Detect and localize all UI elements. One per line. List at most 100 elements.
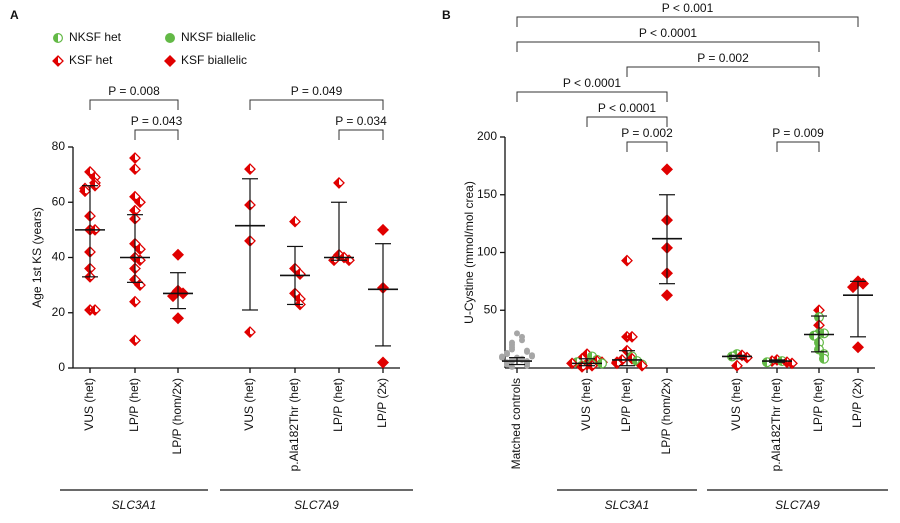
point-half — [732, 360, 737, 371]
point-half — [632, 356, 637, 366]
point-half — [53, 33, 58, 43]
data-point — [852, 341, 864, 354]
point-half — [130, 263, 135, 274]
data-point — [244, 326, 256, 339]
x-tick-label: LP/P (hom/2x) — [170, 378, 184, 454]
y-tick-label: 50 — [484, 302, 498, 316]
point-half — [819, 328, 824, 338]
data-point — [661, 163, 673, 176]
data-point — [129, 163, 141, 176]
point-half — [627, 331, 632, 342]
point-shape — [661, 163, 673, 176]
data-point — [636, 359, 648, 372]
significance-bracket — [776, 141, 820, 152]
point-half — [130, 205, 135, 216]
data-point — [377, 356, 389, 369]
point-shape — [504, 351, 510, 358]
point-half — [814, 320, 819, 331]
point-half — [130, 213, 135, 224]
point-half — [130, 296, 135, 307]
data-point — [134, 196, 146, 209]
data-point — [847, 281, 859, 294]
p-value-label: P = 0.034 — [335, 114, 387, 128]
point-shape — [524, 348, 530, 355]
point-half — [53, 56, 58, 66]
data-point — [808, 330, 819, 341]
p-value-label: P = 0.002 — [621, 126, 673, 140]
x-tick-label: LP/P (het) — [331, 378, 345, 432]
point-half — [622, 331, 627, 342]
p-value-label: P = 0.002 — [697, 51, 749, 65]
point-half — [85, 304, 90, 315]
data-point — [818, 353, 829, 364]
x-tick-label: LP/P (2x) — [850, 378, 864, 428]
significance-bracket — [626, 141, 668, 152]
point-shape — [377, 356, 389, 369]
significance-bracket — [626, 66, 820, 77]
x-tick-label: LP/P (2x) — [375, 378, 389, 428]
y-tick-label: 100 — [477, 245, 497, 259]
point-shape — [509, 346, 515, 353]
point-half — [245, 235, 250, 246]
point-half — [295, 269, 300, 280]
data-point — [818, 328, 829, 339]
gene-label: SLC3A1 — [605, 498, 650, 512]
x-tick-label: Matched controls — [509, 378, 523, 469]
data-point — [172, 248, 184, 261]
point-half — [130, 191, 135, 202]
x-tick-label: p.Ala182Thr (het) — [769, 378, 783, 471]
data-point — [134, 243, 146, 256]
point-half — [334, 177, 339, 188]
p-value-label: P = 0.008 — [108, 84, 160, 98]
x-tick-label: VUS (het) — [82, 378, 96, 431]
data-point — [333, 176, 345, 189]
p-value-label: P < 0.0001 — [639, 26, 697, 40]
significance-bracket — [586, 116, 668, 127]
panel-letter: B — [442, 8, 451, 22]
point-shape — [499, 354, 505, 361]
data-point — [621, 254, 633, 267]
p-value-label: P < 0.001 — [662, 1, 714, 15]
point-half — [130, 238, 135, 249]
data-point — [129, 334, 141, 347]
data-point — [129, 204, 141, 217]
y-tick-label: 40 — [52, 250, 66, 264]
data-point — [89, 304, 101, 316]
gene-label: SLC7A9 — [294, 498, 339, 512]
point-shape — [847, 281, 859, 294]
y-tick-label: 80 — [52, 139, 66, 153]
x-tick-label: LP/P (het) — [619, 378, 633, 432]
legend-label: NKSF biallelic — [181, 30, 256, 44]
y-axis-title: U-Cystine (mmol/mol crea) — [462, 181, 476, 324]
point-half — [85, 246, 90, 257]
point-shape — [524, 362, 530, 369]
point-half — [245, 164, 250, 175]
point-shape — [661, 289, 673, 302]
data-point — [731, 359, 743, 372]
x-tick-label: LP/P (hom/2x) — [659, 378, 673, 454]
point-shape — [504, 361, 510, 368]
data-point — [294, 268, 306, 280]
point-half — [130, 164, 135, 175]
point-shape — [165, 33, 175, 43]
legend-label: NKSF het — [69, 30, 122, 44]
data-point — [519, 337, 525, 344]
data-point — [129, 295, 141, 308]
point-half — [622, 255, 627, 266]
point-half — [612, 358, 617, 369]
legend-label: KSF biallelic — [181, 53, 247, 67]
x-tick-label: VUS (het) — [729, 378, 743, 431]
data-point — [509, 363, 515, 370]
data-point — [611, 357, 623, 370]
x-tick-label: LP/P (het) — [127, 378, 141, 432]
x-tick-label: VUS (het) — [579, 378, 593, 431]
y-tick-label: 150 — [477, 187, 497, 201]
point-shape — [852, 341, 864, 354]
legend-marker — [52, 55, 64, 67]
gene-label: SLC7A9 — [775, 498, 820, 512]
data-point — [377, 223, 389, 236]
point-half — [85, 166, 90, 177]
point-half — [814, 312, 819, 322]
data-point — [172, 312, 184, 325]
